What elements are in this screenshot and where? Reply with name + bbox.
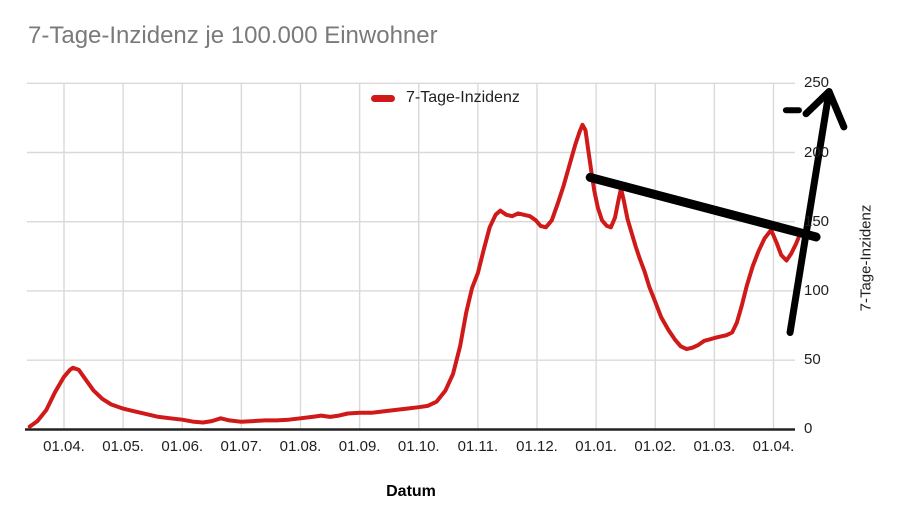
y-tick-label: 100 (804, 281, 830, 299)
downtrend-line (585, 172, 821, 242)
up-arrow-head-icon (802, 88, 848, 131)
legend-label: 7-Tage-Inzidenz (406, 89, 520, 106)
incidence-line (27, 122, 801, 429)
x-tick-label: 01.06. (161, 438, 204, 455)
x-tick-label: 01.12. (516, 438, 558, 455)
y-tick-label: 50 (804, 351, 821, 369)
x-tick-label: 01.02. (634, 438, 677, 455)
x-tick-label: 01.07. (220, 438, 263, 455)
x-tick-label: 01.04. (43, 438, 85, 455)
x-tick-label: 01.11. (457, 438, 499, 455)
x-tick-label: 01.05. (102, 438, 144, 455)
x-tick-label: 01.03. (693, 438, 736, 455)
y-axis-title: 7-Tage-Inzidenz (857, 204, 875, 312)
y-tick-label: 200 (804, 143, 830, 161)
chart-title: 7-Tage-Inzidenz je 100.000 Einwohner (28, 22, 438, 49)
y-tick-label: 150 (804, 212, 830, 230)
y-tick-label: 250 (804, 74, 830, 92)
up-arrow (786, 88, 833, 336)
x-tick-label: 01.10. (397, 438, 440, 455)
x-tick-label: 01.01. (575, 438, 617, 455)
x-axis-title: Datum (386, 483, 436, 500)
y-tick-label: 0 (804, 420, 813, 438)
x-tick-label: 01.04. (752, 438, 795, 455)
legend: 7-Tage-Inzidenz (371, 88, 520, 108)
x-tick-label: 01.08. (279, 438, 322, 455)
legend-marker-icon (371, 94, 395, 102)
x-tick-label: 01.09. (338, 438, 381, 455)
